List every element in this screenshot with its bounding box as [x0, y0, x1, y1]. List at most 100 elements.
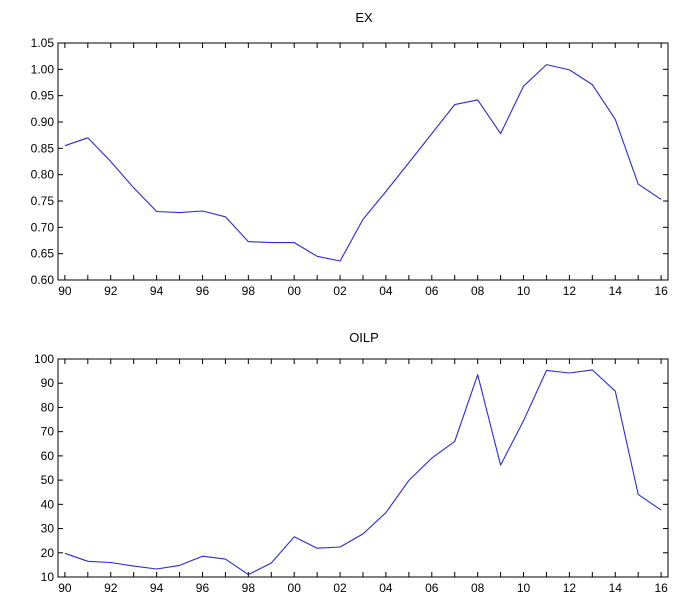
data-point [545, 369, 548, 372]
y-tick-label: 0.85 [31, 141, 55, 155]
y-tick-label: 0.95 [31, 89, 55, 103]
data-point [637, 493, 640, 496]
data-point [430, 457, 433, 460]
data-point [178, 564, 181, 567]
x-tick-label: 96 [196, 581, 210, 595]
data-point [614, 118, 617, 121]
x-tick-label: 92 [104, 581, 118, 595]
data-series [63, 368, 663, 576]
x-axis: 90 92 94 96 98 00 02 04 06 08 10 12 14 16 [58, 43, 668, 298]
y-tick-label: 20 [41, 546, 55, 560]
x-tick-label: 12 [563, 581, 577, 595]
y-tick-label: 0.60 [31, 273, 55, 287]
data-point [63, 552, 66, 555]
data-point [453, 103, 456, 106]
data-point [384, 511, 387, 514]
x-tick-label: 14 [609, 581, 623, 595]
data-point [407, 479, 410, 482]
data-point [224, 215, 227, 218]
plot-frame [57, 42, 669, 281]
chart-title: OILP [349, 330, 379, 345]
data-point [568, 68, 571, 71]
x-tick-label: 16 [654, 284, 668, 298]
data-point [224, 558, 227, 561]
y-tick-label: 0.80 [31, 168, 55, 182]
y-tick-label: 80 [41, 400, 55, 414]
x-tick-label: 96 [196, 284, 210, 298]
y-tick-label: 0.65 [31, 247, 55, 261]
data-point [430, 132, 433, 135]
data-point [155, 568, 158, 571]
ex-chart-panel: EX 0.60 0.65 0.70 0.75 0.80 0.85 0.90 0.95 1.00 1… [31, 10, 669, 298]
data-point [178, 211, 181, 214]
y-tick-label: 1.00 [31, 62, 55, 76]
data-point [476, 98, 479, 101]
x-tick-label: 02 [333, 284, 347, 298]
data-point [201, 555, 204, 558]
data-point [316, 255, 319, 258]
data-point [339, 260, 342, 263]
x-tick-label: 92 [104, 284, 118, 298]
data-point [155, 210, 158, 213]
x-axis: 90 92 94 96 98 00 02 04 06 08 10 12 14 16 [58, 359, 668, 595]
data-point [247, 573, 250, 576]
data-point [109, 561, 112, 564]
data-point [362, 218, 365, 221]
oilp-chart-panel: OILP 10 20 30 40 50 60 70 80 90 100 90 92 94 96 98 00 0… [34, 330, 669, 595]
data-point [109, 160, 112, 163]
data-point [660, 509, 663, 512]
data-point [316, 547, 319, 550]
series-line [64, 369, 662, 576]
plot-frame [57, 358, 669, 578]
x-tick-label: 14 [609, 284, 623, 298]
data-point [637, 183, 640, 186]
y-tick-label: 1.05 [31, 36, 55, 50]
x-tick-label: 10 [517, 284, 531, 298]
data-point [384, 190, 387, 193]
data-point [614, 390, 617, 393]
data-point [499, 132, 502, 135]
data-point [453, 440, 456, 443]
y-tick-label: 60 [41, 449, 55, 463]
data-point [591, 368, 594, 371]
y-tick-label: 0.75 [31, 194, 55, 208]
data-point [270, 241, 273, 244]
y-tick-label: 100 [34, 352, 54, 366]
data-point [522, 419, 525, 422]
x-tick-label: 02 [333, 581, 347, 595]
data-point [63, 144, 66, 147]
chart-title: EX [355, 10, 373, 25]
data-point [132, 565, 135, 568]
x-tick-label: 04 [379, 284, 393, 298]
data-point [86, 560, 89, 563]
x-tick-label: 12 [563, 284, 577, 298]
y-tick-label: 70 [41, 425, 55, 439]
y-tick-label: 0.70 [31, 220, 55, 234]
x-tick-label: 06 [425, 284, 439, 298]
data-point [132, 186, 135, 189]
data-point [86, 136, 89, 139]
x-tick-label: 00 [288, 284, 302, 298]
data-point [293, 241, 296, 244]
x-tick-label: 06 [425, 581, 439, 595]
y-axis: 0.60 0.65 0.70 0.75 0.80 0.85 0.90 0.95 1.00 1.05 [31, 36, 668, 287]
x-tick-label: 94 [150, 581, 164, 595]
y-tick-label: 50 [41, 473, 55, 487]
x-tick-label: 10 [517, 581, 531, 595]
y-tick-label: 0.90 [31, 115, 55, 129]
data-point [591, 83, 594, 86]
y-axis: 10 20 30 40 50 60 70 80 90 100 [34, 352, 668, 584]
y-tick-label: 10 [41, 570, 55, 584]
series-line [64, 64, 662, 262]
data-point [522, 85, 525, 88]
x-tick-label: 98 [242, 581, 256, 595]
x-tick-label: 16 [654, 581, 668, 595]
data-point [407, 161, 410, 164]
data-point [545, 63, 548, 66]
x-tick-label: 08 [471, 581, 485, 595]
data-point [201, 210, 204, 213]
data-series [63, 63, 662, 263]
data-point [247, 240, 250, 243]
x-tick-label: 00 [288, 581, 302, 595]
